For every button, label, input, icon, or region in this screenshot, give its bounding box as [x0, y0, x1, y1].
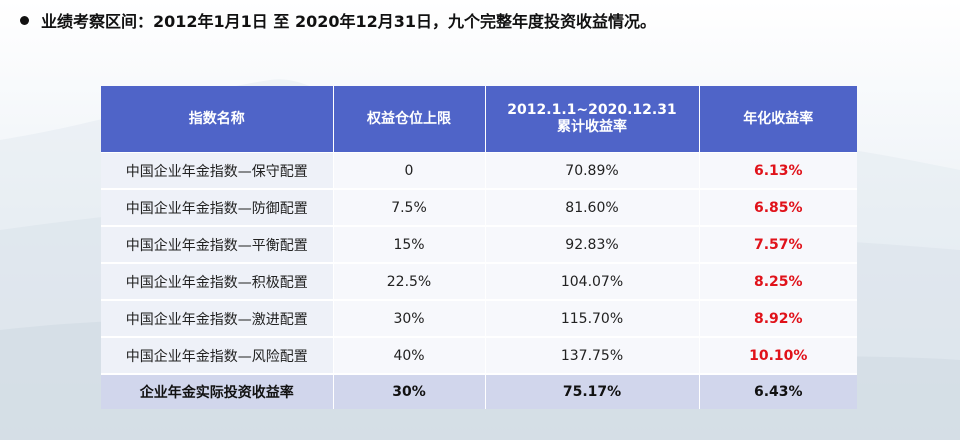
- table-row: 中国企业年金指数—激进配置 30% 115.70% 8.92%: [101, 300, 857, 338]
- row-equity-cap: 7.5%: [333, 189, 486, 227]
- row-annualized-return: 8.92%: [699, 300, 857, 338]
- row-index-name: 中国企业年金指数—激进配置: [101, 300, 334, 338]
- table-row: 中国企业年金指数—防御配置 7.5% 81.60% 6.85%: [101, 189, 857, 227]
- row-annualized-return: 8.25%: [699, 263, 857, 301]
- table-row: 中国企业年金指数—风险配置 40% 137.75% 10.10%: [101, 337, 857, 375]
- row-index-name: 中国企业年金指数—平衡配置: [101, 226, 334, 264]
- table-row: 中国企业年金指数—保守配置 0 70.89% 6.13%: [101, 152, 857, 190]
- header-equity-cap: 权益仓位上限: [333, 86, 486, 153]
- bullet-dot-icon: [20, 15, 29, 25]
- header-index-name: 指数名称: [101, 86, 334, 153]
- header-annualized-return: 年化收益率: [699, 86, 857, 153]
- header-cumulative-return: 2012.1.1~2020.12.31 累计收益率: [485, 86, 700, 153]
- row-equity-cap: 15%: [333, 226, 486, 264]
- row-cumulative-return: 137.75%: [485, 337, 700, 375]
- row-equity-cap: 22.5%: [333, 263, 486, 301]
- table-header-row: 指数名称 权益仓位上限 2012.1.1~2020.12.31 累计收益率 年化…: [101, 86, 857, 153]
- row-index-name: 中国企业年金指数—积极配置: [101, 263, 334, 301]
- row-index-name: 中国企业年金指数—防御配置: [101, 189, 334, 227]
- row-cumulative-return: 92.83%: [485, 226, 700, 264]
- row-cumulative-return: 104.07%: [485, 263, 700, 301]
- row-annualized-return: 6.13%: [699, 152, 857, 190]
- header-cumulative-label: 累计收益率: [557, 119, 627, 135]
- headline: 业绩考察区间：2012年1月1日 至 2020年12月31日，九个完整年度投资收…: [20, 6, 656, 34]
- row-equity-cap: 40%: [333, 337, 486, 375]
- row-index-name: 中国企业年金指数—保守配置: [101, 152, 334, 190]
- table-total-row: 企业年金实际投资收益率 30% 75.17% 6.43%: [101, 374, 857, 409]
- row-equity-cap: 0: [333, 152, 486, 190]
- table-row: 中国企业年金指数—积极配置 22.5% 104.07% 8.25%: [101, 263, 857, 301]
- row-cumulative-return: 115.70%: [485, 300, 700, 338]
- row-cumulative-return: 81.60%: [485, 189, 700, 227]
- header-cumulative-period: 2012.1.1~2020.12.31: [507, 102, 677, 118]
- table-row: 中国企业年金指数—平衡配置 15% 92.83% 7.57%: [101, 226, 857, 264]
- returns-table: 指数名称 权益仓位上限 2012.1.1~2020.12.31 累计收益率 年化…: [101, 86, 857, 409]
- total-annualized-return: 6.43%: [699, 374, 857, 409]
- row-annualized-return: 10.10%: [699, 337, 857, 375]
- row-index-name: 中国企业年金指数—风险配置: [101, 337, 334, 375]
- total-equity-cap: 30%: [333, 374, 486, 409]
- row-cumulative-return: 70.89%: [485, 152, 700, 190]
- row-equity-cap: 30%: [333, 300, 486, 338]
- row-annualized-return: 7.57%: [699, 226, 857, 264]
- total-label: 企业年金实际投资收益率: [101, 374, 334, 409]
- total-cumulative-return: 75.17%: [485, 374, 700, 409]
- headline-text: 业绩考察区间：2012年1月1日 至 2020年12月31日，九个完整年度投资收…: [41, 12, 657, 31]
- row-annualized-return: 6.85%: [699, 189, 857, 227]
